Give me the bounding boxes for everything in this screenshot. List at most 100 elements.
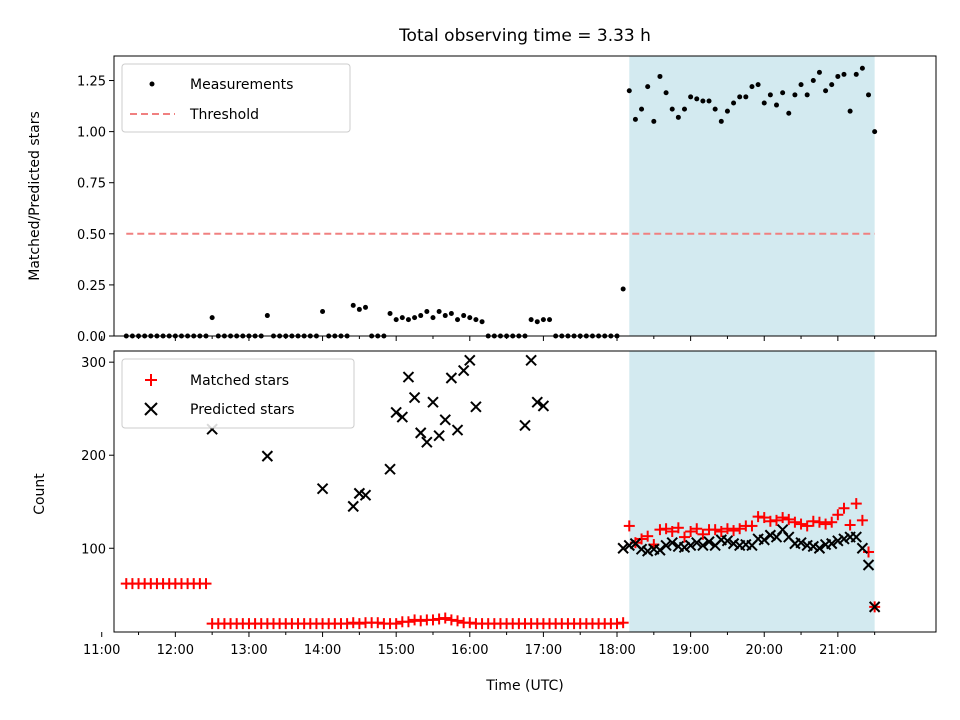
measurement-point	[749, 84, 755, 90]
legend-predicted-label: Predicted stars	[190, 402, 295, 418]
predicted-star-point	[868, 601, 881, 613]
predicted-star-point	[519, 419, 531, 432]
measurement-point	[823, 88, 829, 94]
measurement-point	[675, 114, 681, 120]
x-axis-label: Time (UTC)	[485, 678, 563, 694]
measurement-point	[835, 73, 841, 79]
measurement-point	[669, 106, 675, 112]
matched-star-point	[801, 520, 813, 532]
matched-star-point	[721, 523, 733, 535]
predicted-star-point	[660, 539, 672, 552]
predicted-star-point	[445, 372, 458, 384]
matched-star-point	[844, 519, 856, 531]
measurement-point	[761, 100, 767, 106]
predicted-star-point	[691, 536, 703, 549]
measurement-point	[657, 73, 663, 79]
matched-star-point	[777, 512, 789, 524]
x-tick-label: 13:00	[230, 643, 267, 658]
measurement-point	[816, 69, 822, 75]
top-y-axis-label: Matched/Predicted stars	[27, 111, 43, 281]
predicted-star-point	[795, 536, 807, 549]
measurement-point	[264, 313, 270, 319]
predicted-star-point	[813, 542, 826, 554]
matched-star-point	[642, 530, 654, 542]
y-tick-label: 1.00	[77, 126, 106, 141]
predicted-star-point	[697, 539, 709, 552]
predicted-star-point	[421, 436, 433, 448]
observing-window-shade	[629, 351, 875, 632]
measurement-point	[706, 98, 712, 104]
x-tick-label: 18:00	[598, 643, 635, 658]
measurement-point	[387, 311, 393, 317]
measurement-point	[712, 106, 718, 112]
measurement-point	[534, 319, 540, 325]
measurement-point	[786, 110, 792, 116]
measurement-point	[737, 94, 743, 100]
matched-star-point	[691, 523, 703, 535]
measurement-point	[639, 106, 645, 112]
predicted-star-point	[654, 544, 666, 556]
measurement-point	[743, 94, 749, 100]
measurement-point	[620, 286, 626, 292]
matched-star-point	[826, 516, 838, 528]
measurement-point	[872, 129, 878, 135]
measurement-point	[694, 96, 700, 102]
measurement-point	[540, 317, 546, 323]
measurement-point	[798, 82, 804, 88]
bottom-panel: 100 200 300 11:00 12:00 13:00 14:00 15:00 16:00…	[32, 350, 937, 694]
predicted-star-point	[703, 536, 715, 548]
predicted-star-point	[359, 489, 372, 501]
measurement-point	[810, 78, 816, 84]
bottom-legend: Matched stars Predicted stars	[121, 358, 355, 429]
matched-star-point	[746, 520, 758, 532]
predicted-star-point	[666, 536, 678, 549]
matched-star-point	[820, 518, 832, 530]
matched-star-point	[832, 509, 844, 521]
x-tick-label: 16:00	[451, 643, 488, 658]
matched-star-point	[789, 516, 801, 528]
matched-star-point	[850, 498, 862, 510]
measurement-point	[663, 90, 669, 96]
matched-star-point	[452, 615, 464, 627]
measurement-point	[479, 319, 485, 325]
measurement-point	[320, 308, 326, 314]
measurement-point	[436, 308, 442, 314]
top-legend: Measurements Threshold	[121, 63, 351, 133]
predicted-star-point	[862, 559, 875, 571]
top-panel: Total observing time = 3.33 h 0.00 0.25 0.…	[27, 26, 937, 345]
predicted-star-point	[415, 427, 427, 439]
predicted-star-point	[402, 371, 415, 383]
measurement-point	[718, 118, 724, 124]
matched-star-point	[715, 526, 727, 538]
matched-star-point	[402, 616, 414, 628]
chart-title: Total observing time = 3.33 h	[398, 26, 651, 46]
predicted-star-point	[396, 411, 409, 423]
measurement-point	[731, 100, 737, 106]
x-tick-label: 17:00	[525, 643, 562, 658]
y-tick-label: 0.75	[77, 177, 106, 192]
predicted-star-point	[451, 424, 464, 436]
matched-star-point	[685, 526, 697, 538]
predicted-star-point	[439, 414, 451, 426]
measurement-point	[792, 92, 798, 98]
x-tick-label: 19:00	[672, 643, 709, 658]
x-tick-label: 21:00	[819, 643, 856, 658]
y-tick-label: 0.25	[77, 279, 106, 294]
measurement-point	[755, 82, 761, 88]
matched-star-point	[617, 617, 629, 629]
matched-star-point	[813, 516, 825, 528]
measurement-point	[804, 92, 810, 98]
measurement-point	[700, 98, 706, 104]
predicted-star-point	[850, 531, 862, 543]
measurement-point	[774, 102, 780, 108]
legend-matched-label: Matched stars	[190, 373, 289, 389]
measurement-point	[847, 108, 853, 114]
legend-threshold-label: Threshold	[189, 107, 259, 123]
predicted-star-point	[470, 401, 482, 413]
matched-star-point	[623, 520, 635, 532]
measurement-point	[829, 82, 835, 88]
predicted-star-point	[427, 396, 439, 408]
y-tick-label: 0.50	[77, 228, 106, 243]
measurement-point	[626, 88, 632, 94]
